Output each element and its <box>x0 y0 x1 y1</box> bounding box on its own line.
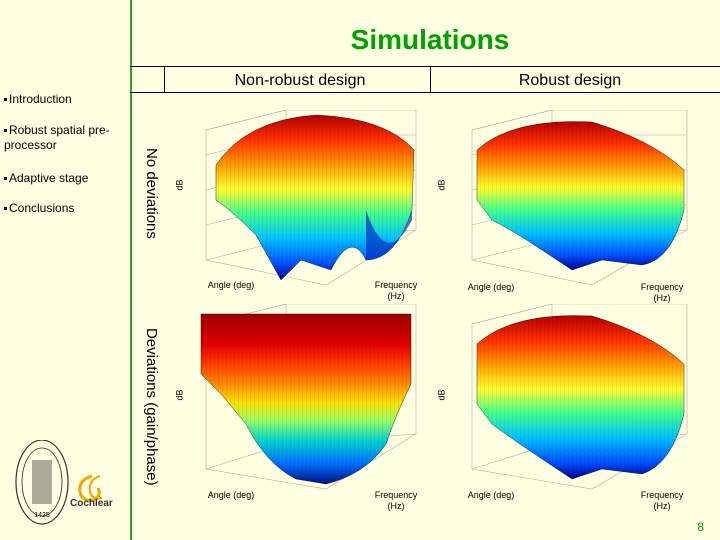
bullet-icon <box>4 207 7 211</box>
angle-label: Angle (deg) <box>467 282 515 292</box>
y-axis-label: Frequency (Hz) <box>366 490 426 512</box>
sidebar-item-label: Conclusions <box>9 201 75 215</box>
z-axis-label: dB <box>436 179 447 191</box>
sidebar-item-conclusions[interactable]: Conclusions <box>4 201 74 216</box>
angle-label: Angle (deg) <box>467 490 515 500</box>
surface-plot <box>200 304 417 490</box>
sidebar-divider <box>130 0 132 540</box>
angle-label: Angle (deg) <box>207 490 255 500</box>
x-axis-label: Angle (deg) <box>206 280 256 291</box>
page-title: Simulations <box>350 24 510 55</box>
header-top-line <box>130 66 720 67</box>
x-axis-label: Angle (deg) <box>466 282 516 293</box>
surface-plot <box>471 110 688 286</box>
y-axis-label: Frequency (Hz) <box>632 282 692 304</box>
row-label-deviations: Deviations (gain/phase) <box>143 328 160 486</box>
seal-year: 1425 <box>34 512 50 519</box>
logo-area: 1425 <box>14 439 124 530</box>
bullet-icon <box>4 177 7 181</box>
plot-non-robust-no-deviations: dB Angle (deg) Frequency (Hz) <box>175 110 422 301</box>
cochlear-swirl-icon <box>78 474 103 502</box>
freq-label: Frequency (Hz) <box>374 490 418 511</box>
bullet-icon <box>4 98 7 102</box>
sidebar-item-label: Robust spatial pre-processor <box>4 123 110 152</box>
column-header-non-robust: Non-robust design <box>234 72 366 89</box>
x-axis-label: Angle (deg) <box>206 490 256 501</box>
freq-label: Frequency (Hz) <box>374 280 418 301</box>
plot-robust-deviations: dB Angle (deg) Frequency (Hz) <box>437 304 692 511</box>
plot-non-robust-deviations: dB Angle (deg) Frequency (Hz) <box>175 304 422 511</box>
freq-label: Frequency (Hz) <box>640 282 684 303</box>
plot-robust-no-deviations: dB Angle (deg) Frequency (Hz) <box>437 110 692 303</box>
z-axis-label: dB <box>174 179 185 191</box>
freq-label: Frequency (Hz) <box>640 490 684 511</box>
sidebar-item-label: Adaptive stage <box>9 171 89 185</box>
column-header-robust: Robust design <box>518 72 622 89</box>
angle-label: Angle (deg) <box>207 280 255 290</box>
cochlear-wordmark: Cochlear <box>70 498 113 509</box>
z-axis-label: dB <box>436 389 447 401</box>
header-left-line <box>164 66 165 92</box>
header-mid-line <box>430 66 431 92</box>
surface-plot <box>205 110 417 286</box>
sidebar-item-label: Introduction <box>9 92 72 106</box>
surface-plot <box>471 304 688 490</box>
university-seal-icon: 1425 <box>15 439 69 525</box>
y-axis-label: Frequency (Hz) <box>366 280 426 302</box>
y-axis-label: Frequency (Hz) <box>632 490 692 512</box>
cochlear-logo-icon: Cochlear <box>70 466 120 521</box>
header-bottom-line <box>130 92 720 93</box>
sidebar-item-adaptive-stage[interactable]: Adaptive stage <box>4 171 88 186</box>
sidebar-item-robust-spatial[interactable]: Robust spatial pre-processor <box>4 123 114 153</box>
row-label-no-deviations: No deviations <box>143 148 160 239</box>
page-number: 8 <box>697 520 704 534</box>
sidebar-item-introduction[interactable]: Introduction <box>4 92 72 107</box>
z-axis-label: dB <box>174 389 185 401</box>
bullet-icon <box>4 129 7 133</box>
x-axis-label: Angle (deg) <box>466 490 516 501</box>
